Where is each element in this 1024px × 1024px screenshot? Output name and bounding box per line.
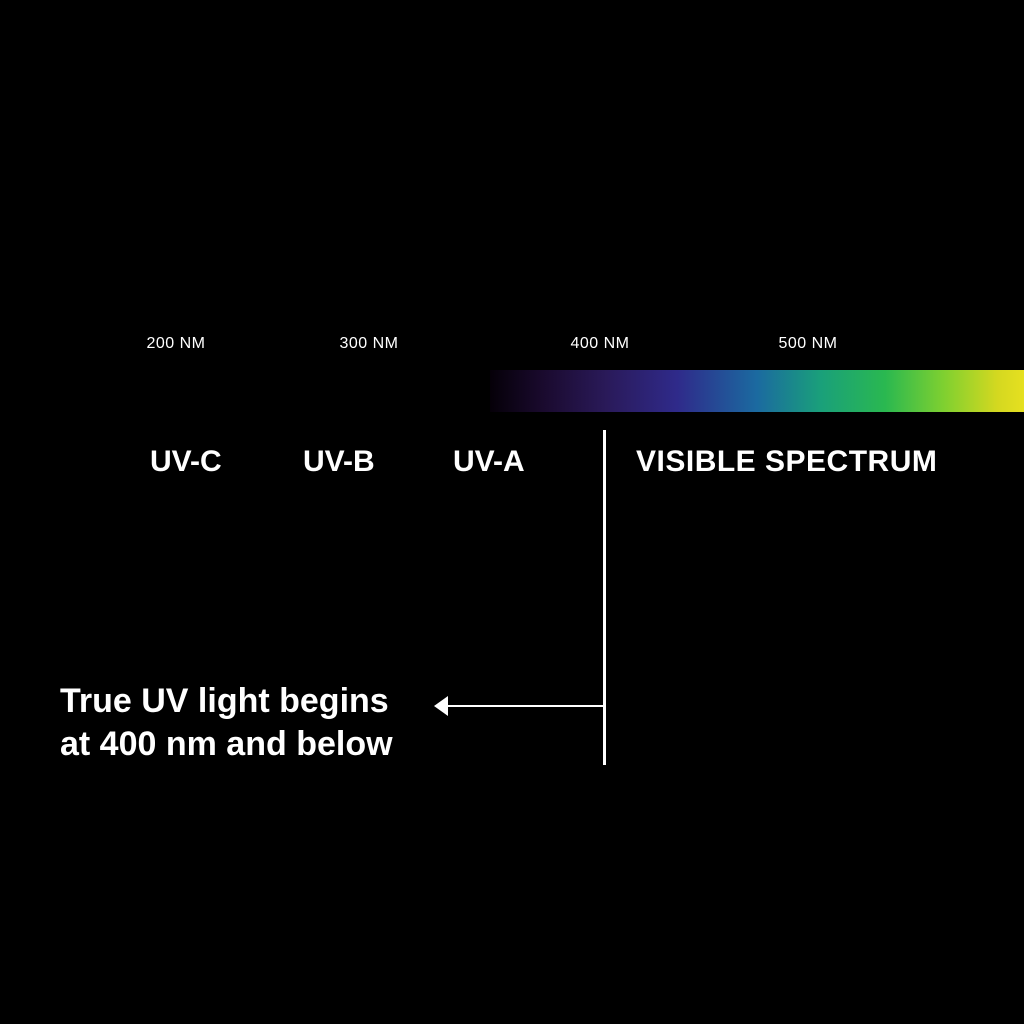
tick-200nm: 200 NM xyxy=(146,335,205,353)
caption-text: True UV light begins at 400 nm and below xyxy=(60,680,393,765)
band-visible: VISIBLE SPECTRUM xyxy=(636,445,937,479)
tick-400nm: 400 NM xyxy=(570,335,629,353)
caption-line1: True UV light begins xyxy=(60,682,389,720)
visible-spectrum-bar xyxy=(490,370,1024,412)
band-uva: UV-A xyxy=(453,445,525,479)
caption-line2: at 400 nm and below xyxy=(60,725,393,763)
spectrum-diagram: 200 NM 300 NM 400 NM 500 NM UV-C UV-B UV… xyxy=(0,0,1024,1024)
divider-400nm xyxy=(603,430,606,765)
band-uvc: UV-C xyxy=(150,445,222,479)
arrow-line xyxy=(444,705,604,707)
band-uvb: UV-B xyxy=(303,445,375,479)
tick-500nm: 500 NM xyxy=(778,335,837,353)
tick-300nm: 300 NM xyxy=(339,335,398,353)
arrow-left-icon xyxy=(434,696,448,716)
